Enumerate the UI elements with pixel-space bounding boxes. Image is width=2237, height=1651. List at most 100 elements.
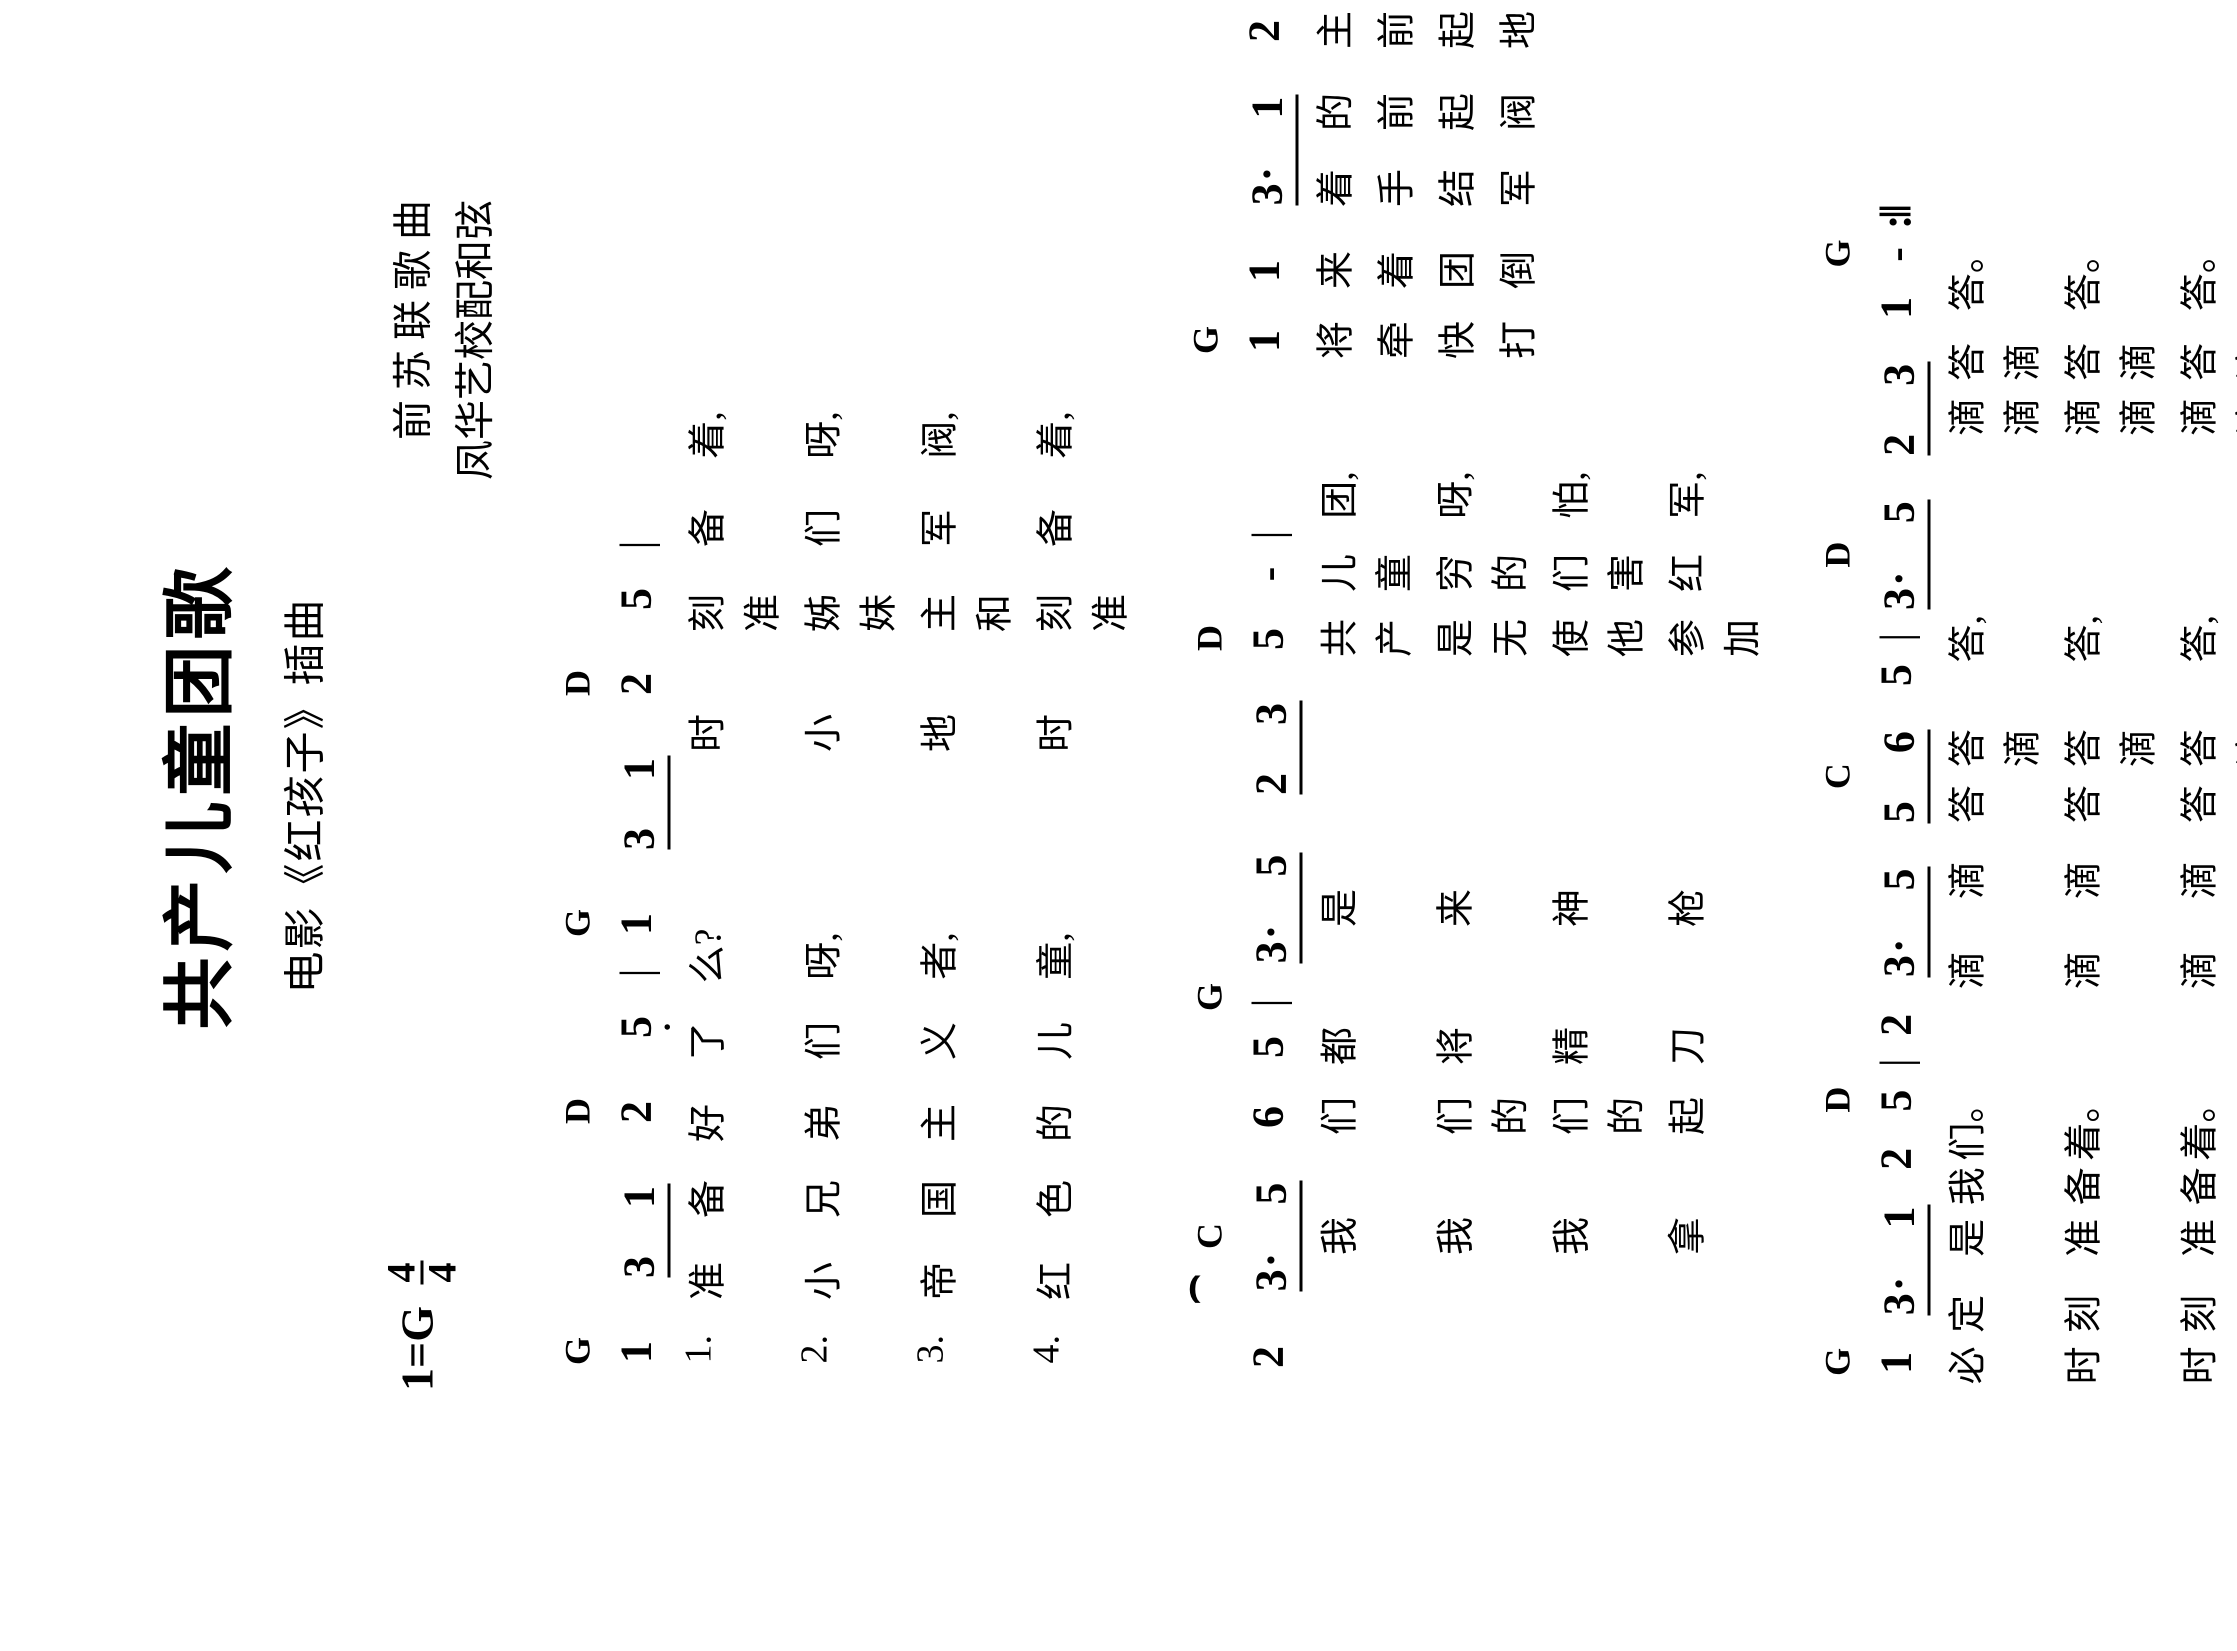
barline: | [1871,1053,1922,1070]
barline: | [611,963,662,981]
lyric-syllable [2052,447,2162,575]
lyric-syllable: 着 [1365,235,1420,305]
chord-symbol: G [1816,229,1858,278]
meta-row: 1=G 4 4 前 苏 联 歌 曲 凤华艺校配和弦 [382,200,506,1391]
lyric-syllable: 地 [1487,0,1542,65]
lyric-syllable: 刻 准 [2168,1212,2237,1340]
lyric-syllable: 滴 [1936,906,2046,1034]
note-cell: 6 [1243,1081,1294,1151]
lyric-spacer [1540,525,1650,543]
lyric-syllable [908,813,1018,893]
song-subtitle: 电影《红孩子》插曲 [271,200,332,1391]
music-system: GD113· 125|将来着 的主人,牵着手 前前进,快团结 起起来,打倒军 阀… [1184,0,1766,375]
note-cell: - [1871,229,1922,278]
lyric-syllable [1308,673,1418,823]
chord-symbol: D [1188,603,1230,673]
lyric-spacer [2052,1085,2162,1100]
chord-symbol [556,723,598,883]
lyric-syllable: 们 [1308,1081,1418,1151]
lyric-syllable: 儿 童 [1308,543,1418,603]
chord-symbol [1816,645,1858,703]
note-cell: 5 [1871,645,1922,703]
lyric-syllable: 备 [676,483,786,573]
lyric-syllable: 答 滴 [2052,337,2162,387]
chord-symbol [1188,543,1230,603]
note-cell: 3· 5 [1862,849,1930,995]
lyric-syllable: 怕, [1540,465,1650,525]
note-cell: 2 3 [1234,673,1302,823]
lyric-syllable [1656,405,1766,465]
chord-symbol [1816,849,1858,995]
lyric-syllable: 手 前 [1365,65,1420,235]
lyric-syllable: 备 好 [676,1081,786,1241]
chord-symbol [1816,278,1858,336]
chord-symbol [556,1151,598,1311]
lyric-syllable: 答, [2052,575,2162,703]
lyric-spacer [2052,703,2162,718]
chord-symbol: D [556,1071,598,1151]
lyric-syllable: 刻 准 [1024,573,1134,653]
lyric-syllable: 们 [792,483,902,573]
note-row: 13· 125|23· 55 65|3· 52 31-:‖ [1862,200,1930,1391]
lyric-syllable: 都 [1308,1011,1418,1081]
lyric-syllable: 我 [1936,1161,2046,1212]
lyric-spacer [2052,311,2162,337]
lyric-syllable: 姊 妹 [792,573,902,653]
tsig-bot: 4 [423,1261,461,1285]
lyric-row: 4.红色 的儿童,时刻 准备着, [1024,200,1134,1391]
lyric-syllable: 将 [1424,1011,1534,1081]
lyric-syllable: 将 [1304,305,1359,375]
lyric-syllable: 着, [676,405,786,465]
lyric-syllable: 我 [1540,1151,1650,1321]
lyric-syllable: 团 [1426,235,1481,305]
lyric-row: 我们 都是共 产儿 童团, [1308,405,1418,1391]
note-cell: 1 [611,883,662,963]
lyric-syllable: 来 [1424,823,1534,993]
lyric-syllable: 是 无 [1424,603,1534,673]
verse-number: 3. [908,1321,1018,1391]
lyric-syllable: 们 [792,1001,902,1081]
lyric-spacer [1424,993,1534,1011]
chord-symbol [1188,1321,1230,1391]
lyric-row: 拿起 刀枪参 加红 军, [1656,405,1766,1391]
lyric-syllable: 牵 [1365,305,1420,375]
lyric-syllable: 滴 答 [1936,778,2046,906]
lyric-syllable: 快 [1426,305,1481,375]
lyric-syllable: 是 [1308,823,1418,993]
lyric-syllable: 帝 [908,1241,1018,1321]
note-cell: 5 [1243,1011,1294,1081]
lyric-spacer [676,893,786,911]
lyric-syllable: 军 [908,483,1018,573]
note-cell: 1 [1239,305,1290,375]
note-cell: 2 [1871,995,1922,1053]
chord-symbol: G [1188,993,1230,1011]
lyric-spacer [1656,993,1766,1011]
lyric-syllable [1936,447,2046,575]
lyric-syllable: 起 [1656,1081,1766,1151]
lyric-syllable: 准 [676,1241,786,1321]
lyric-syllable: 小 [792,1241,902,1321]
lyric-syllable: 时 [2052,1340,2162,1391]
lyric-syllable: 阀, [908,405,1018,465]
chord-row: GD [1184,0,1226,375]
note-cell: 1 [1239,235,1290,305]
lyric-spacer [1308,993,1418,1011]
note-cell: 1 [1871,1333,1922,1391]
lyric-row: 必定 是我们。滴滴 答答 滴答,滴 滴答 滴答。 [1936,200,2046,1391]
note-cell: 3· 5 [1234,1151,1302,1321]
lyric-spacer [1308,525,1418,543]
lyric-syllable: 答 滴 [2168,337,2237,387]
lyric-syllable: 神 [1540,823,1650,993]
music-system: ⌢CGD23· 565|3· 52 35-|我们 都是共 产儿 童团,我们 的将… [1184,405,1766,1391]
lyric-syllable: 呀, [792,405,902,465]
lyric-syllable: 答 滴 [2052,718,2162,778]
lyric-syllable: 军, [1656,465,1766,525]
lyric-syllable: 们 的 [1424,1081,1534,1151]
lyric-syllable: 答, [2168,575,2237,703]
note-cell: 2 [611,1071,662,1151]
lyric-syllable: 义 [908,1001,1018,1081]
lyric-syllable: 答 滴 [1936,337,2046,387]
lyric-row: 将来着 的主人, [1304,0,1359,375]
lyric-spacer [1540,993,1650,1011]
lyric-syllable: 时 [2168,1340,2237,1391]
